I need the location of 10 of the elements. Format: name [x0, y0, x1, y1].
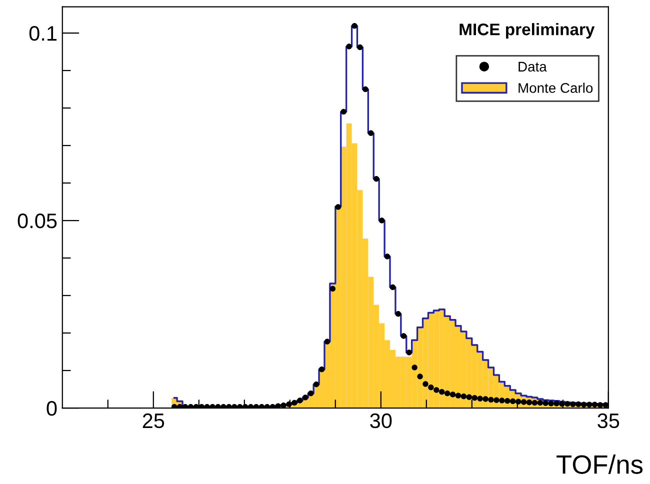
y-tick-label: 0.1	[29, 26, 57, 41]
x-axis-title: TOF/ns	[556, 454, 643, 474]
x-tick-label: 25	[142, 413, 164, 428]
y-tick-label: 0	[46, 401, 57, 416]
legend-label: Monte Carlo	[518, 82, 593, 93]
y-tick-label: 0.05	[18, 214, 57, 228]
legend-label: Data	[518, 62, 547, 72]
x-tick-label: 35	[598, 413, 620, 428]
x-tick-label: 30	[370, 413, 392, 428]
annotation: MICE preliminary	[460, 23, 595, 39]
